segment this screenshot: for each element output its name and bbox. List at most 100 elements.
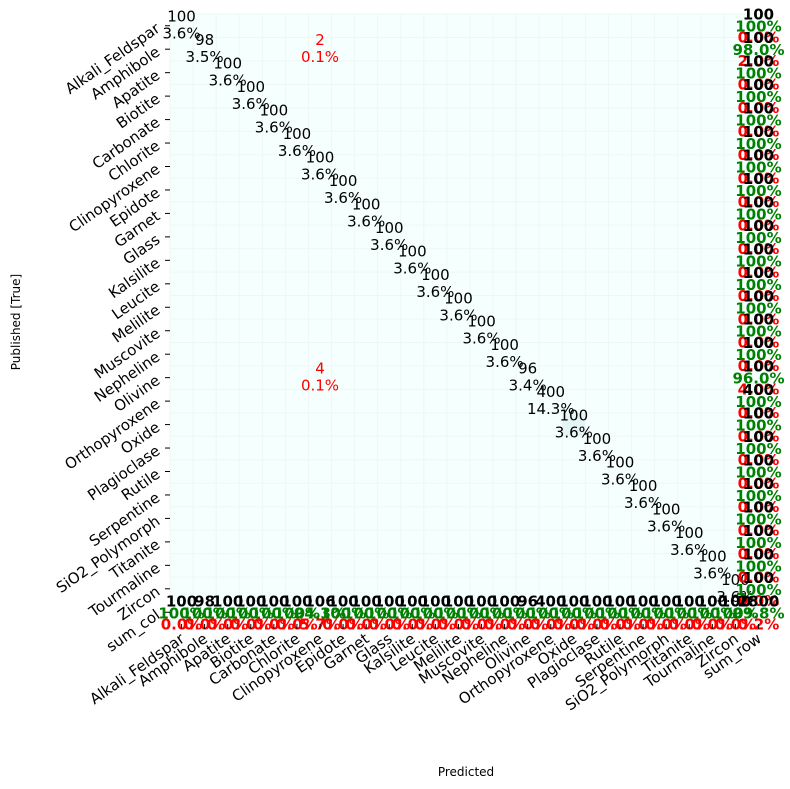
col-sum-total: 100: [397, 592, 428, 610]
row-sum-correct: 100%: [735, 464, 781, 482]
row-sum-total: 400: [743, 381, 774, 399]
cell-count: 100: [698, 547, 727, 565]
col-sum-correct: 94.3%: [294, 604, 346, 622]
row-sum-correct: 100%: [735, 346, 781, 364]
x-tick-marks: [181, 624, 759, 629]
cell-percent: 14.3%: [527, 400, 575, 418]
row-sum-wrong: 0.0%: [738, 216, 780, 234]
col-sum-total: 100: [327, 592, 358, 610]
cell-count: 100: [167, 8, 196, 26]
cell-percent: 3.4%: [509, 377, 547, 395]
row-sum-correct: 100%: [735, 252, 781, 270]
col-sum-total: 96: [517, 592, 538, 610]
cell-count: 96: [518, 360, 537, 378]
row-sum-correct: 100%: [735, 18, 781, 36]
cell-count: 100: [467, 313, 496, 331]
cell-percent: 3.6%: [670, 541, 708, 559]
row-sum-wrong: 0.0%: [738, 99, 780, 117]
col-sum-total: 100: [350, 592, 381, 610]
col-sum-correct: 100%: [643, 604, 689, 622]
col-sum-correct: 100%: [528, 604, 574, 622]
cell-count: 100: [560, 407, 589, 425]
cell-percent: 3.6%: [647, 517, 685, 535]
grand-total: 2800: [738, 592, 780, 610]
cell-count: 100: [652, 500, 681, 518]
cell-percent: 3.6%: [324, 189, 362, 207]
row-sum-correct: 100%: [735, 581, 781, 599]
row-sum-correct: 100%: [735, 88, 781, 106]
col-sum-total: 100: [466, 592, 497, 610]
cell-percent: 3.6%: [693, 564, 731, 582]
row-sum-correct: 100%: [735, 393, 781, 411]
col-sum-total: 100: [420, 592, 451, 610]
row-sum-total: 100: [743, 217, 774, 235]
row-sum-total: 100: [743, 170, 774, 188]
col-sum-total: 100: [443, 592, 474, 610]
col-sum-total: 100: [212, 592, 243, 610]
cell-percent: 3.6%: [555, 424, 593, 442]
col-sum-total: 100: [489, 592, 520, 610]
row-sum-total: 100: [743, 498, 774, 516]
col-sum-total: 100: [281, 592, 312, 610]
row-sum-correct: 100%: [735, 182, 781, 200]
row-sum-correct: 100%: [735, 135, 781, 153]
col-sum-correct: 100%: [551, 604, 597, 622]
row-sum-wrong: 0.0%: [738, 451, 780, 469]
row-sum-wrong: 4.0%: [738, 381, 780, 399]
col-sum-total: 400: [535, 592, 566, 610]
col-sum-correct: 100%: [481, 604, 527, 622]
grid-lines: [169, 13, 771, 625]
col-sum-total: 100: [627, 592, 658, 610]
row-sum-correct: 100%: [735, 276, 781, 294]
row-sum-correct: 100%: [735, 557, 781, 575]
col-sum-correct: 100%: [320, 604, 366, 622]
row-sum-correct: 100%: [735, 323, 781, 341]
cell-count: 100: [398, 242, 427, 260]
cell-count: 100: [283, 125, 312, 143]
row-sum-correct: 100%: [735, 440, 781, 458]
col-sum-total: 100: [374, 592, 405, 610]
row-sum-total: 100: [743, 193, 774, 211]
row-sum-total: 100: [743, 264, 774, 282]
cell-count: 100: [583, 430, 612, 448]
row-sum-wrong: 0.0%: [738, 240, 780, 258]
cell-count: 100: [236, 78, 265, 96]
row-sum-wrong: 0.0%: [738, 146, 780, 164]
row-sum-total: 100: [743, 100, 774, 118]
cell-percent: 3.6%: [301, 166, 339, 184]
y-axis-label: Published [True]: [9, 274, 23, 370]
cell-percent: 3.5%: [186, 48, 224, 66]
row-sum-correct: 100%: [735, 112, 781, 130]
cell-percent: 3.6%: [439, 306, 477, 324]
row-sum-correct: 100%: [735, 229, 781, 247]
row-sum-wrong: 0.0%: [738, 263, 780, 281]
grand-total-correct: 99.8%: [732, 604, 784, 622]
cell-annotations: 1003.6%983.5%1003.6%1003.6%1003.6%1003.6…: [158, 6, 784, 634]
col-sum-correct: 100%: [620, 604, 666, 622]
row-sum-total: 100: [743, 452, 774, 470]
row-sum-wrong: 0.0%: [738, 123, 780, 141]
col-sum-total: 100: [258, 592, 289, 610]
cell-percent: 3.6%: [578, 447, 616, 465]
col-sum-total: 100: [674, 592, 705, 610]
col-sum-correct: 100%: [458, 604, 504, 622]
row-sum-correct: 100%: [735, 205, 781, 223]
cell-count: 100: [260, 102, 289, 120]
col-sum-correct: 100%: [181, 604, 227, 622]
col-sum-correct: 100%: [251, 604, 297, 622]
col-sum-correct: 100%: [505, 604, 551, 622]
row-sum-total: 100: [743, 6, 774, 24]
cell-percent: 3.6%: [162, 25, 200, 43]
row-sum-wrong: 0.0%: [738, 498, 780, 516]
y-tick-marks: [165, 25, 170, 613]
row-sum-correct: 100%: [735, 534, 781, 552]
col-sum-total: 100: [235, 592, 266, 610]
row-sum-total: 100: [743, 53, 774, 71]
row-sum-wrong: 0.0%: [738, 170, 780, 188]
row-sum-wrong: 0.0%: [738, 568, 780, 586]
cell-count: 100: [675, 524, 704, 542]
col-sum-correct: 100%: [689, 604, 735, 622]
row-sum-correct: 100%: [735, 159, 781, 177]
cell-count: 98: [195, 31, 214, 49]
row-sum-wrong: 0.0%: [738, 475, 780, 493]
